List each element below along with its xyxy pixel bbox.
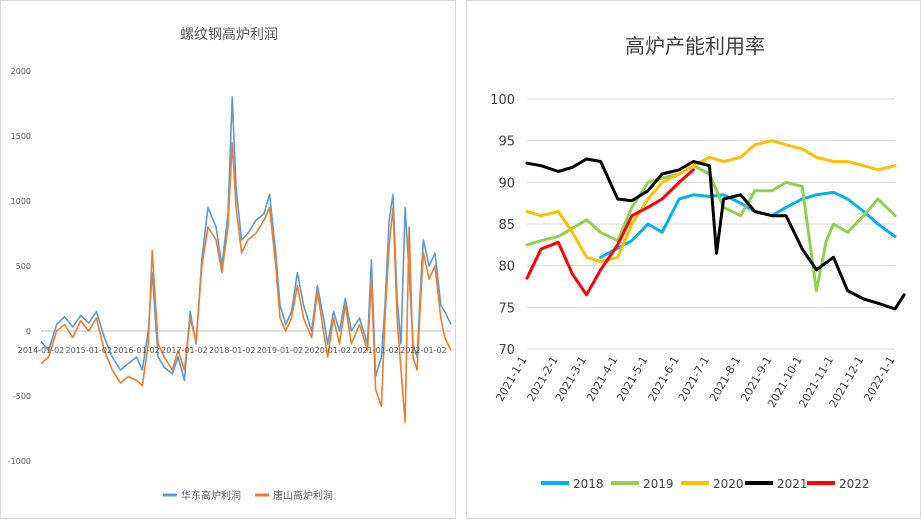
legend-label: 2019 <box>643 477 674 491</box>
chart-title: 高炉产能利用率 <box>625 34 765 58</box>
series-line-tangshan <box>40 141 452 423</box>
legend-label: 2021 <box>777 477 808 491</box>
legend-label: 2020 <box>713 477 744 491</box>
chart-title: 螺纹钢高炉利润 <box>180 26 278 43</box>
y-tick-label: 90 <box>498 176 515 191</box>
utilization-chart: 高炉产能利用率7075808590951002021-1-12021-2-120… <box>490 34 906 491</box>
y-tick-label: 95 <box>498 135 515 150</box>
y-tick-label: 1500 <box>11 132 31 141</box>
y-tick-label: 100 <box>490 93 515 108</box>
x-tick-label: 2017-01-02 <box>161 346 208 355</box>
y-tick-label: 500 <box>16 262 31 271</box>
rebar-profit-chart-panel: 螺纹钢高炉利润 -1000 -500 0 500 1000 1500 2000 2014-01-… <box>0 0 456 519</box>
series-line-2022 <box>525 168 695 297</box>
y-tick-label: 70 <box>498 343 515 358</box>
x-tick-label: 2016-01-02 <box>113 346 160 355</box>
x-tick-label: 2022-1-1 <box>861 354 897 404</box>
y-tick-label: 0 <box>26 327 31 336</box>
y-tick-label: -500 <box>13 392 31 401</box>
legend-label: 2022 <box>839 477 870 491</box>
x-tick-label: 2021-01-02 <box>352 346 399 355</box>
series-line-2019 <box>525 164 897 293</box>
y-tick-label: 80 <box>498 260 515 275</box>
x-tick-label: 2014-01-02 <box>18 346 65 355</box>
x-tick-label: 2015-01-02 <box>66 346 113 355</box>
y-tick-label: 1000 <box>11 197 31 206</box>
series-line-2021 <box>525 157 906 311</box>
legend-label: 华东高炉利润 <box>181 489 241 502</box>
legend-label: 2018 <box>573 477 604 491</box>
series-line-huadong <box>40 96 452 382</box>
rebar-profit-chart: 螺纹钢高炉利润 -1000 -500 0 500 1000 1500 2000 2014-01-… <box>8 26 452 502</box>
x-tick-label: 2022-01-02 <box>400 346 447 355</box>
y-tick-label: -1000 <box>8 457 31 466</box>
x-tick-label: 2020-01-02 <box>304 346 351 355</box>
utilization-chart-panel: 高炉产能利用率 70 75 80 85 90 95 100 2021-1-1 2021-2-1 20… <box>466 0 921 519</box>
legend-label: 唐山高炉利润 <box>273 489 333 502</box>
series-line-2020 <box>525 139 897 263</box>
y-tick-label: 85 <box>498 218 515 233</box>
x-tick-label: 2019-01-02 <box>257 346 304 355</box>
y-tick-label: 75 <box>498 301 515 316</box>
x-tick-label: 2018-01-02 <box>209 346 256 355</box>
y-tick-label: 2000 <box>11 67 31 76</box>
